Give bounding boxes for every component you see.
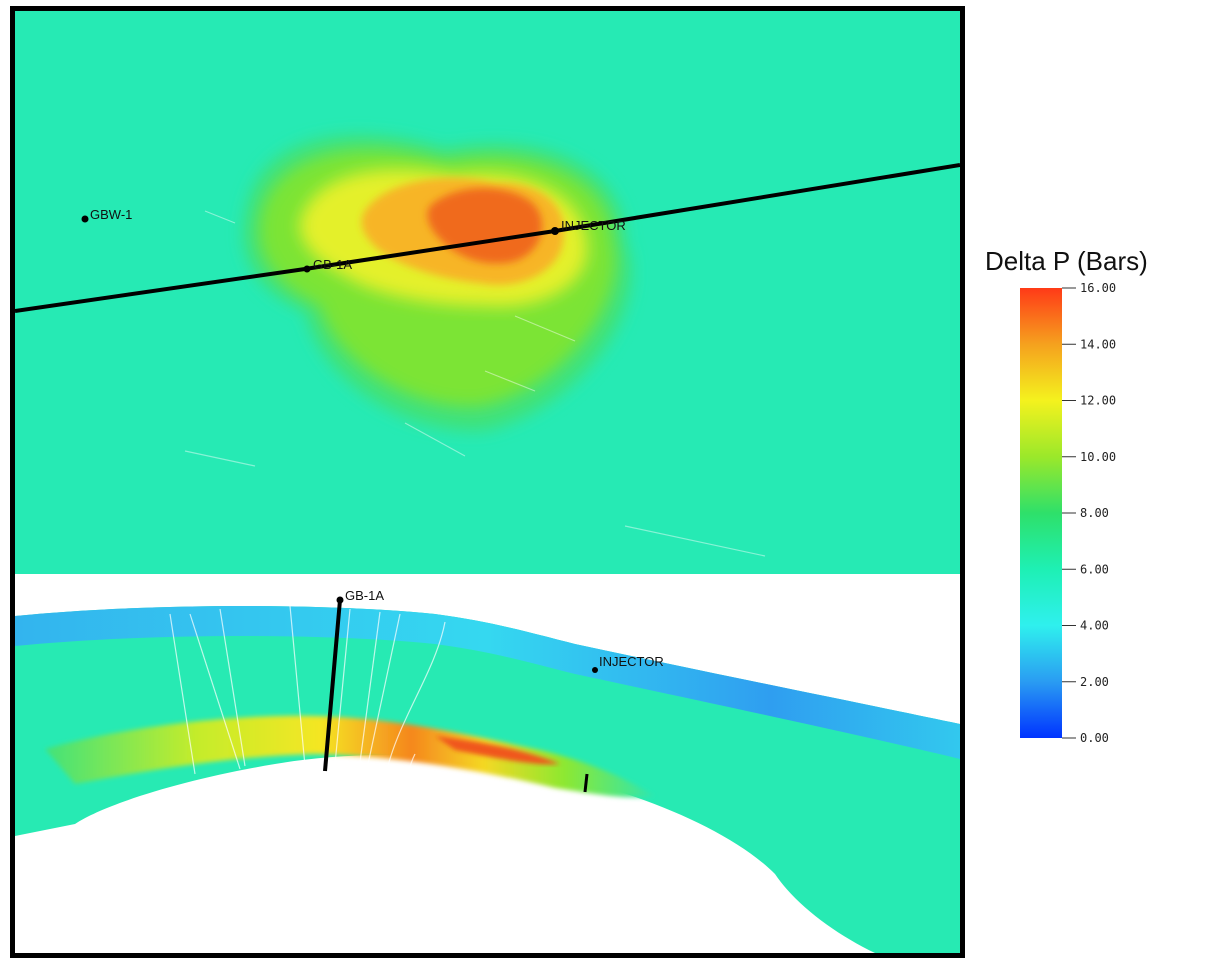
fault-traces [184, 210, 766, 557]
well-label: GBW-1 [90, 207, 132, 222]
legend-color-bar [1020, 288, 1062, 738]
color-legend: Delta P (Bars) 16.00 14.00 12.00 10.00 8.00 6… [985, 246, 1205, 766]
gb-1a-wellbore [323, 599, 342, 772]
well-injector: INJECTOR [551, 218, 626, 235]
overburden-layer [15, 605, 960, 759]
well-marker-icon [336, 596, 344, 604]
legend-tick-label: 8.00 [1080, 506, 1109, 520]
well-label: GB-1A [345, 588, 384, 603]
injector-perforation [583, 773, 589, 793]
figure-frame: GBW-1 GB-1A INJECTOR [10, 6, 965, 958]
xsec-well-gb-1a: GB-1A [336, 588, 384, 604]
legend-svg: 16.00 14.00 12.00 10.00 8.00 6.00 4.00 2.00 0.00 [1020, 281, 1116, 745]
legend-tick-label: 16.00 [1080, 281, 1116, 295]
well-label: INJECTOR [561, 218, 626, 233]
well-gb-1a: GB-1A [303, 257, 352, 273]
well-marker-icon [303, 265, 311, 273]
reservoir-peak-zone [435, 736, 560, 765]
legend-tick-label: 0.00 [1080, 731, 1109, 745]
xsec-well-injector: INJECTOR [592, 654, 664, 673]
well-marker-icon [592, 667, 598, 673]
legend-ticks: 16.00 14.00 12.00 10.00 8.00 6.00 4.00 2.00 0.00 [1062, 281, 1116, 745]
cross-section-trace-line [15, 163, 960, 313]
legend-tick-label: 14.00 [1080, 337, 1116, 351]
well-label: INJECTOR [599, 654, 664, 669]
map-view-panel: GBW-1 GB-1A INJECTOR [15, 11, 960, 574]
legend-tick-label: 10.00 [1080, 450, 1116, 464]
well-marker-icon [81, 215, 89, 223]
well-label: GB-1A [313, 257, 352, 272]
fault-lines [169, 605, 446, 785]
legend-title: Delta P (Bars) [985, 246, 1148, 276]
legend-tick-label: 6.00 [1080, 562, 1109, 576]
legend-tick-label: 12.00 [1080, 394, 1116, 408]
legend-tick-label: 4.00 [1080, 619, 1109, 633]
cross-section-panel: GB-1A INJECTOR [15, 574, 960, 953]
legend-tick-label: 2.00 [1080, 675, 1109, 689]
well-marker-icon [551, 227, 559, 235]
well-gbw-1: GBW-1 [81, 207, 132, 223]
map-view-svg: GBW-1 GB-1A INJECTOR [15, 11, 960, 574]
reservoir-pressure-band [45, 715, 655, 798]
cross-section-svg: GB-1A INJECTOR [15, 574, 960, 953]
